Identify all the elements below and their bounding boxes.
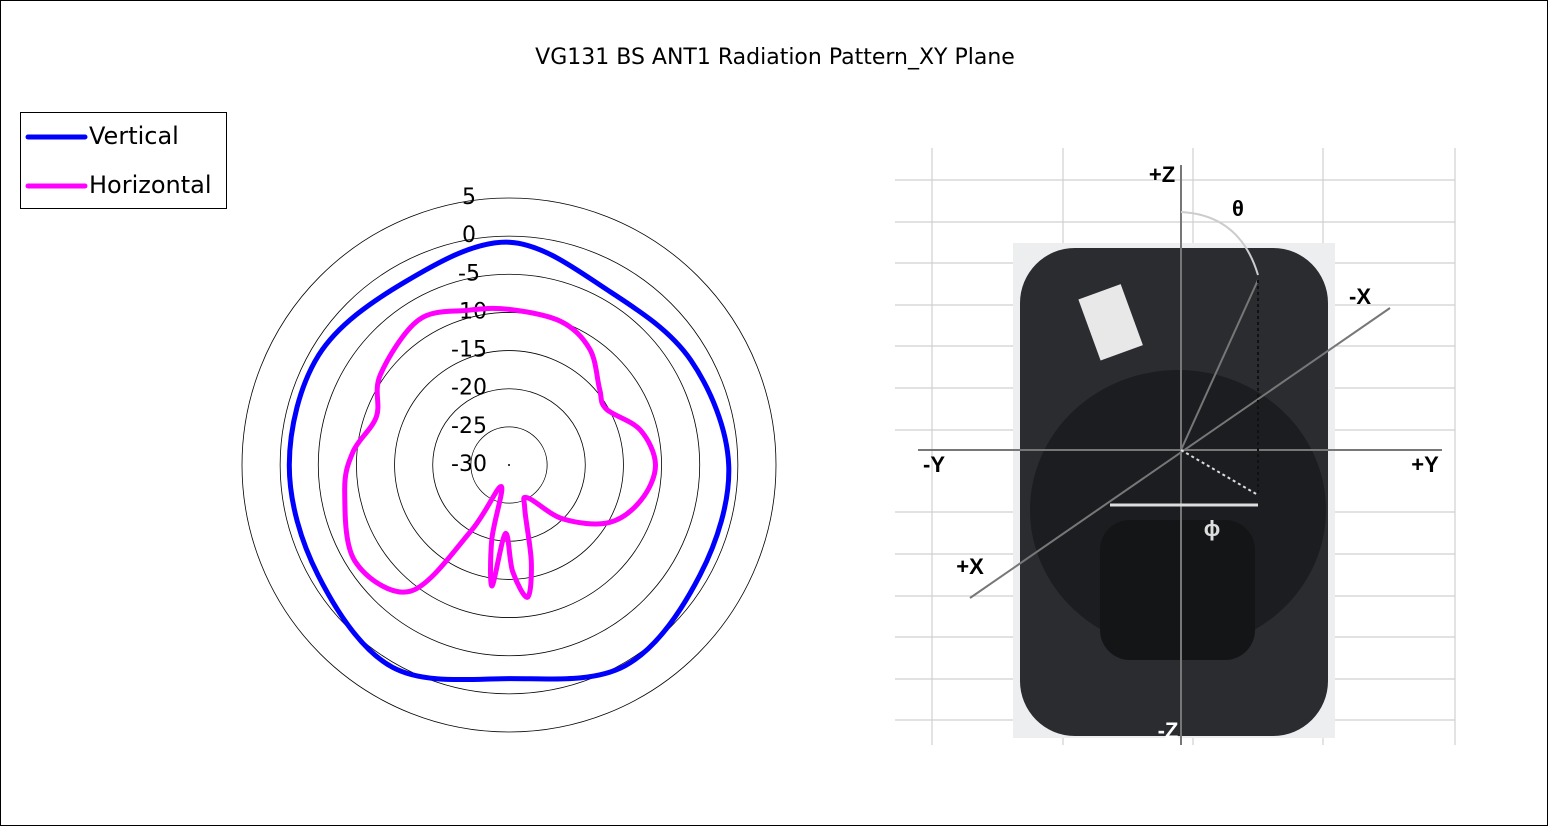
axis-label: +Y xyxy=(1411,452,1439,477)
axis-label: ϕ xyxy=(1204,516,1221,541)
axis-label: -Y xyxy=(923,452,945,477)
slot xyxy=(1100,520,1255,660)
legend-label: Vertical xyxy=(89,122,179,150)
chart-title: VG131 BS ANT1 Radiation Pattern_XY Plane xyxy=(535,45,1015,70)
r-tick-label: -5 xyxy=(458,261,480,286)
axis-label: -Z xyxy=(1158,718,1179,743)
r-tick-label: -15 xyxy=(451,338,487,363)
legend: Vertical Horizontal xyxy=(21,113,227,209)
r-tick-label: 5 xyxy=(462,185,476,210)
r-tick-label: -30 xyxy=(451,452,487,477)
axis-label: -X xyxy=(1349,284,1371,309)
r-tick-label: 0 xyxy=(462,223,476,248)
r-tick-label: -20 xyxy=(451,376,487,401)
axis-label: +Z xyxy=(1149,162,1175,187)
center-dot xyxy=(508,464,510,466)
legend-label: Horizontal xyxy=(89,171,212,199)
chart: VG131 BS ANT1 Radiation Pattern_XY Plane… xyxy=(0,0,1548,826)
r-tick-label: -25 xyxy=(451,414,487,439)
axis-label: θ xyxy=(1232,196,1244,221)
axis-label: +X xyxy=(956,554,984,579)
